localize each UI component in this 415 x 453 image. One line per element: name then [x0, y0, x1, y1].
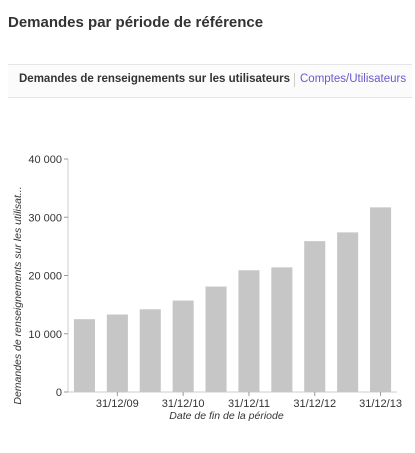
x-tick-label: 31/12/12 — [293, 398, 336, 410]
x-tick-label: 31/12/13 — [359, 398, 402, 410]
bar[interactable] — [139, 309, 161, 392]
y-tick-label: 40 000 — [28, 154, 62, 166]
x-axis-title: Date de fin de la période — [169, 410, 284, 422]
y-tick-label: 10 000 — [28, 329, 62, 341]
x-tick-label: 31/12/10 — [162, 398, 205, 410]
x-tick-label: 31/12/11 — [228, 398, 270, 410]
x-tick-label: 31/12/09 — [96, 398, 139, 410]
page-title: Demandes par période de référence — [8, 14, 264, 31]
x-axis-ticks: 31/12/09 31/12/10 31/12/11 31/12/12 31/12/13 — [96, 392, 402, 410]
tab-accounts-users[interactable]: Comptes/Utilisateurs — [300, 73, 407, 85]
tab-user-requests[interactable]: Demandes de renseignements sur les utili… — [19, 73, 290, 85]
y-axis-ticks: 0 10 000 20 000 30 000 40 000 — [28, 154, 68, 399]
y-tick-label: 20 000 — [28, 271, 62, 283]
bar[interactable] — [304, 241, 326, 392]
bar[interactable] — [106, 314, 128, 392]
bars — [73, 207, 392, 392]
bar[interactable] — [205, 286, 227, 392]
bar[interactable] — [337, 232, 359, 392]
tab-bar: Demandes de renseignements sur les utili… — [8, 64, 412, 98]
y-axis-title: Demandes de renseignements sur les utili… — [12, 186, 24, 404]
y-tick-label: 30 000 — [28, 212, 62, 224]
bar[interactable] — [172, 300, 194, 392]
bar[interactable] — [238, 270, 260, 392]
y-tick-label: 0 — [56, 387, 62, 399]
tab-divider — [294, 73, 295, 87]
bar[interactable] — [73, 319, 95, 392]
bar[interactable] — [271, 267, 293, 392]
bar[interactable] — [370, 207, 392, 392]
